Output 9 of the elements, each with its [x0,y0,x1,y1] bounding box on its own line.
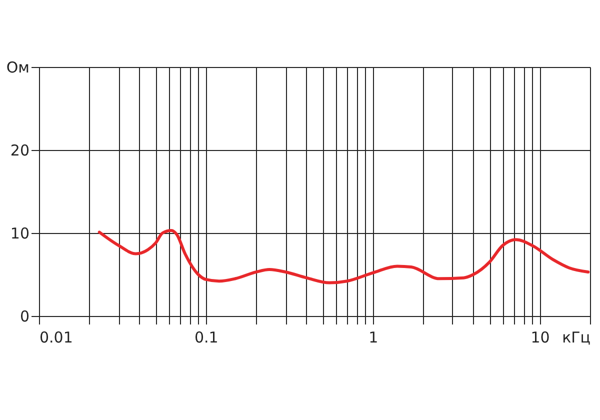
x-tick-label: кГц [562,328,590,346]
x-tick-label: 10 [530,328,550,346]
y-tick-label: 0 [20,308,30,326]
y-tick-label: 10 [10,224,30,242]
x-tick-label: 0.1 [194,328,218,346]
x-tick-label: 0.01 [40,328,73,346]
y-tick-label: Ом [6,58,30,76]
x-tick-label: 1 [368,328,378,346]
y-tick-label: 20 [10,142,30,160]
